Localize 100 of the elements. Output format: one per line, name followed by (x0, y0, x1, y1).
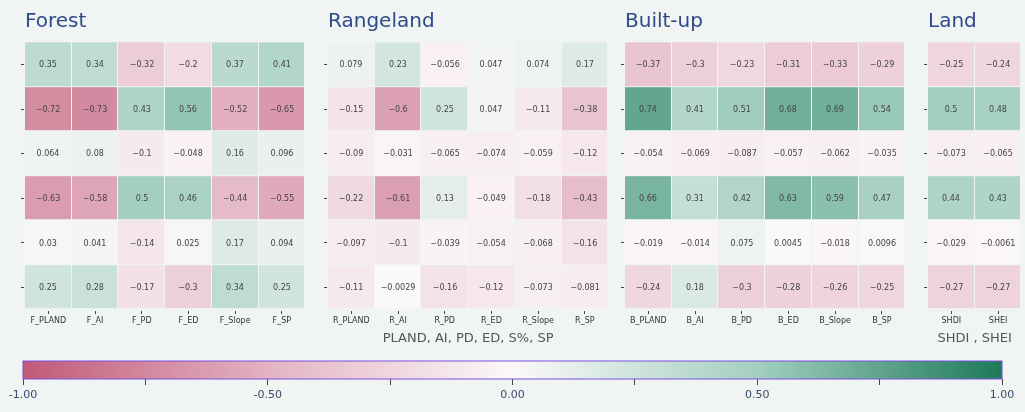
x-axis-title: PLAND, AI, PD, ED, S%, SP (382, 329, 554, 345)
data-label: −0.074 (476, 148, 506, 158)
data-label: −0.16 (572, 238, 598, 248)
x-tick-label: R_SP (575, 316, 595, 326)
color-bar-label: -0.50 (253, 388, 282, 402)
data-label: −0.065 (430, 148, 460, 158)
data-label: −0.09 (338, 148, 364, 158)
data-label: −0.43 (572, 193, 598, 203)
data-label: 0.54 (873, 104, 891, 114)
data-label: 0.5 (944, 104, 958, 114)
data-label: −0.048 (173, 148, 203, 158)
data-label: 0.35 (39, 59, 57, 69)
data-label: −0.61 (385, 193, 411, 203)
data-label: −0.054 (476, 238, 506, 248)
data-label: 0.47 (873, 193, 891, 203)
data-label: 0.31 (686, 193, 704, 203)
data-label: −0.3 (178, 282, 198, 292)
data-label: −0.22 (338, 193, 364, 203)
data-label: −0.087 (727, 148, 757, 158)
data-label: −0.73 (82, 104, 108, 114)
data-label: −0.44 (222, 193, 248, 203)
data-label: 0.094 (270, 238, 294, 248)
data-label: 0.44 (942, 193, 960, 203)
data-label: −0.3 (685, 59, 705, 69)
data-label: 0.46 (179, 193, 197, 203)
data-label: −0.065 (983, 148, 1013, 158)
x-tick-label: SHEI (988, 316, 1008, 326)
data-label: 0.66 (639, 193, 657, 203)
data-label: −0.12 (572, 148, 598, 158)
data-label: 0.064 (36, 148, 60, 158)
data-label: −0.0029 (380, 282, 416, 292)
data-label: 0.041 (83, 238, 107, 248)
x-axis-title: SHDI , SHEI (937, 329, 1012, 345)
data-label: −0.11 (338, 282, 364, 292)
chart-title: Land (928, 8, 977, 32)
x-tick-label: R_PLAND (333, 316, 370, 326)
data-label: 0.03 (39, 238, 57, 248)
x-tick-label: F_SP (272, 316, 292, 326)
data-label: −0.24 (635, 282, 661, 292)
data-label: 0.13 (436, 193, 454, 203)
x-tick-label: SHDI (941, 316, 962, 326)
data-label: −0.17 (129, 282, 155, 292)
data-label: −0.16 (432, 282, 458, 292)
data-label: −0.27 (985, 282, 1011, 292)
x-tick-label: F_PD (131, 316, 152, 326)
data-label: −0.035 (867, 148, 897, 158)
data-label: −0.057 (773, 148, 803, 158)
data-label: −0.52 (222, 104, 248, 114)
data-label: −0.33 (822, 59, 848, 69)
data-label: −0.37 (635, 59, 661, 69)
data-label: −0.63 (35, 193, 61, 203)
data-label: 0.079 (339, 59, 363, 69)
data-label: −0.15 (338, 104, 364, 114)
data-label: 0.25 (436, 104, 454, 114)
data-label: 0.0096 (868, 238, 896, 248)
x-tick-label: R_Slope (522, 316, 555, 326)
x-tick-label: R_ED (481, 316, 502, 326)
data-label: −0.031 (383, 148, 413, 158)
color-bar-label: -1.00 (8, 388, 38, 402)
data-label: 0.34 (226, 282, 244, 292)
data-label: −0.18 (525, 193, 551, 203)
data-label: 0.075 (730, 238, 754, 248)
data-label: −0.073 (523, 282, 553, 292)
data-label: −0.049 (476, 193, 506, 203)
data-label: −0.097 (336, 238, 366, 248)
data-label: −0.2 (178, 59, 198, 69)
data-label: 0.25 (39, 282, 57, 292)
data-label: −0.062 (820, 148, 850, 158)
data-label: −0.029 (936, 238, 966, 248)
data-label: −0.31 (775, 59, 801, 69)
data-label: 0.025 (176, 238, 200, 248)
data-label: −0.26 (822, 282, 848, 292)
data-label: 0.047 (479, 59, 503, 69)
data-label: −0.059 (523, 148, 553, 158)
data-label: −0.25 (938, 59, 964, 69)
data-label: 0.074 (526, 59, 550, 69)
data-label: 0.42 (733, 193, 751, 203)
data-label: 0.68 (779, 104, 797, 114)
x-tick-label: B_ED (778, 316, 799, 326)
x-tick-label: B_PD (731, 316, 752, 326)
data-label: −0.1 (388, 238, 408, 248)
data-label: −0.11 (525, 104, 551, 114)
data-label: 0.43 (133, 104, 151, 114)
color-bar-label: 1.00 (989, 388, 1015, 402)
data-label: −0.58 (82, 193, 108, 203)
data-label: 0.56 (179, 104, 197, 114)
data-label: −0.38 (572, 104, 598, 114)
data-label: −0.073 (936, 148, 966, 158)
data-label: −0.081 (570, 282, 600, 292)
data-label: −0.28 (775, 282, 801, 292)
data-label: 0.25 (273, 282, 291, 292)
data-label: −0.32 (129, 59, 155, 69)
x-tick-label: F_PLAND (30, 316, 67, 326)
x-tick-label: F_ED (178, 316, 199, 326)
data-label: −0.72 (35, 104, 61, 114)
data-label: −0.019 (633, 238, 663, 248)
data-label: −0.14 (129, 238, 155, 248)
color-bar-label: 0.00 (500, 388, 525, 402)
data-label: −0.65 (269, 104, 295, 114)
data-label: 0.51 (733, 104, 751, 114)
